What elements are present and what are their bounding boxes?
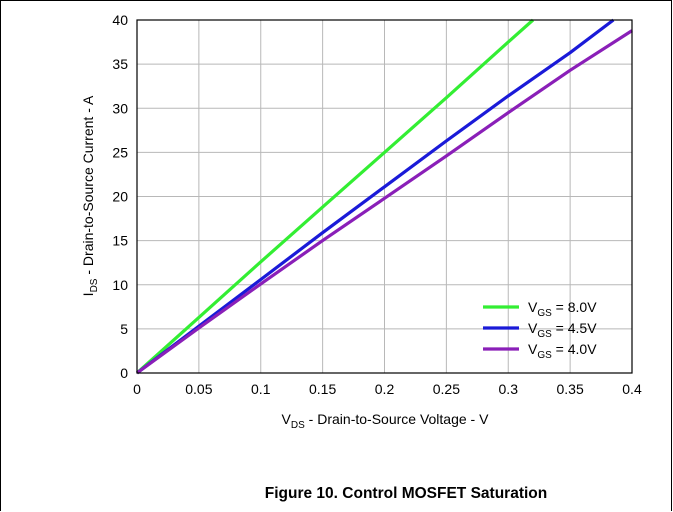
y-tick-label: 15 <box>112 233 128 249</box>
x-tick-label: 0.25 <box>433 381 460 397</box>
y-tick-label: 20 <box>112 189 128 205</box>
x-tick-label: 0.15 <box>309 381 336 397</box>
x-tick-label: 0.2 <box>375 381 395 397</box>
y-tick-labels: 0 5 10 15 20 25 30 35 40 <box>112 12 128 381</box>
series-lines <box>135 18 633 375</box>
plot-border <box>136 19 633 374</box>
y-tick-label: 10 <box>112 277 128 293</box>
y-tick-label: 30 <box>112 100 128 116</box>
y-tick-label: 5 <box>120 321 128 337</box>
figure-caption: Figure 10. Control MOSFET Saturation <box>265 485 547 502</box>
y-tick-label: 0 <box>120 365 128 381</box>
y-tick-label: 35 <box>112 56 128 72</box>
x-axis-label: VDS - Drain-to-Source Voltage - V <box>282 411 490 431</box>
x-tick-label: 0.1 <box>251 381 271 397</box>
series-line-0 <box>135 18 535 375</box>
x-tick-label: 0.35 <box>557 381 584 397</box>
x-tick-label: 0 <box>133 381 141 397</box>
legend-label-2: VGS = 4.0V <box>528 341 597 361</box>
y-tick-label: 25 <box>112 144 128 160</box>
x-tick-label: 0.3 <box>499 381 519 397</box>
legend-label-1: VGS = 4.5V <box>528 320 597 340</box>
x-tick-label: 0.4 <box>622 381 642 397</box>
y-axis-label: IDS - Drain-to-Source Current - A <box>80 95 100 296</box>
x-tick-labels: 0 0.05 0.1 0.15 0.2 0.25 0.3 0.35 0.4 <box>133 381 642 397</box>
series-line-2 <box>136 29 633 375</box>
legend-label-0: VGS = 8.0V <box>528 299 597 319</box>
series-line-1 <box>136 18 615 375</box>
y-tick-label: 40 <box>112 12 128 28</box>
x-tick-label: 0.05 <box>185 381 212 397</box>
